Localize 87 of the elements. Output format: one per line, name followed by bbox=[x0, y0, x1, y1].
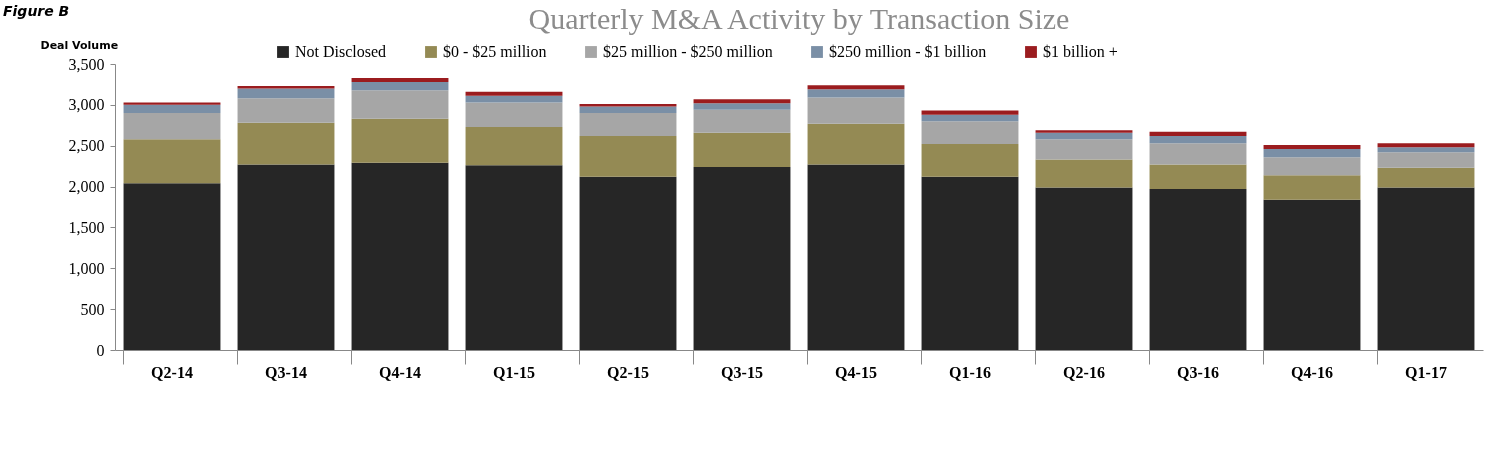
bar bbox=[465, 102, 563, 127]
y-tick-label: 2,000 bbox=[68, 178, 105, 196]
bar bbox=[351, 77, 449, 82]
bar bbox=[123, 113, 221, 140]
bar bbox=[1149, 131, 1247, 136]
bar bbox=[123, 104, 221, 114]
bar bbox=[579, 113, 677, 136]
y-tick-label: 1,000 bbox=[68, 259, 105, 277]
bar bbox=[237, 98, 335, 123]
bar bbox=[237, 86, 335, 89]
bar bbox=[1035, 159, 1133, 188]
x-tick-label: Q4-14 bbox=[379, 363, 421, 381]
bar bbox=[1149, 135, 1247, 144]
chart-title: Quarterly M&A Activity by Transaction Size bbox=[528, 2, 1070, 35]
bar bbox=[351, 118, 449, 163]
x-tick-label: Q4-16 bbox=[1291, 363, 1333, 381]
bar bbox=[807, 123, 905, 165]
y-tick-label: 500 bbox=[80, 300, 105, 318]
x-tick-label: Q3-16 bbox=[1177, 363, 1219, 381]
bar bbox=[237, 122, 335, 165]
legend-label: $0 - $25 million bbox=[443, 43, 547, 60]
bar bbox=[123, 139, 221, 184]
x-tick-label: Q2-15 bbox=[607, 363, 649, 381]
x-tick-label: Q2-14 bbox=[151, 363, 193, 381]
y-axis-title: Deal Volume bbox=[40, 38, 119, 52]
y-tick-label: 3,500 bbox=[68, 55, 105, 73]
bar bbox=[1149, 143, 1247, 165]
bar bbox=[1263, 199, 1361, 350]
bar bbox=[351, 162, 449, 350]
x-tick-label: Q1-16 bbox=[949, 363, 991, 381]
bar bbox=[921, 176, 1019, 350]
bar bbox=[693, 132, 791, 167]
bar bbox=[351, 81, 449, 91]
bar bbox=[693, 109, 791, 133]
bar bbox=[1035, 132, 1133, 140]
bar bbox=[921, 121, 1019, 145]
bar bbox=[1149, 189, 1247, 350]
bar bbox=[1377, 147, 1475, 153]
bar bbox=[123, 183, 221, 350]
bar bbox=[921, 110, 1019, 115]
x-tick-label: Q3-15 bbox=[721, 363, 763, 381]
y-tick-label: 1,500 bbox=[68, 218, 105, 236]
bar bbox=[1263, 148, 1361, 158]
bar bbox=[921, 144, 1019, 177]
legend-label: $1 billion + bbox=[1043, 43, 1118, 60]
bar bbox=[579, 135, 677, 177]
bar bbox=[237, 88, 335, 99]
bar bbox=[807, 89, 905, 98]
bar bbox=[237, 164, 335, 350]
legend-label: $25 million - $250 million bbox=[603, 43, 773, 60]
bar bbox=[693, 166, 791, 350]
bar bbox=[807, 164, 905, 350]
bar bbox=[921, 114, 1019, 122]
bar bbox=[1377, 187, 1475, 350]
bar bbox=[693, 99, 791, 104]
bar bbox=[465, 91, 563, 96]
bar bbox=[1377, 167, 1475, 188]
bar bbox=[807, 97, 905, 124]
text: Figure B bbox=[3, 3, 70, 19]
bar bbox=[1263, 157, 1361, 176]
x-tick-label: Q2-16 bbox=[1063, 363, 1105, 381]
bar bbox=[465, 95, 563, 103]
bar bbox=[1263, 175, 1361, 200]
bar bbox=[123, 102, 221, 105]
x-tick-label: Q4-15 bbox=[835, 363, 877, 381]
bar bbox=[579, 176, 677, 350]
bar bbox=[807, 85, 905, 90]
legend-label: Not Disclosed bbox=[295, 43, 387, 60]
x-tick-label: Q1-17 bbox=[1405, 363, 1447, 381]
bar bbox=[1035, 139, 1133, 160]
bar bbox=[465, 165, 563, 350]
bar bbox=[351, 90, 449, 119]
bar bbox=[1035, 187, 1133, 350]
bar bbox=[465, 126, 563, 166]
bar bbox=[1035, 130, 1133, 133]
legend-label: $250 million - $1 billion bbox=[829, 43, 987, 60]
y-tick-label: 0 bbox=[96, 341, 105, 359]
bar bbox=[693, 103, 791, 110]
x-tick-label: Q3-14 bbox=[265, 363, 307, 381]
x-tick-label: Q1-15 bbox=[493, 363, 535, 381]
bar bbox=[1377, 152, 1475, 168]
bar bbox=[1263, 144, 1361, 149]
bar bbox=[579, 106, 677, 114]
bar bbox=[1377, 143, 1475, 148]
bar bbox=[1149, 164, 1247, 190]
y-tick-label: 2,500 bbox=[68, 137, 105, 155]
y-tick-label: 3,000 bbox=[68, 96, 105, 114]
